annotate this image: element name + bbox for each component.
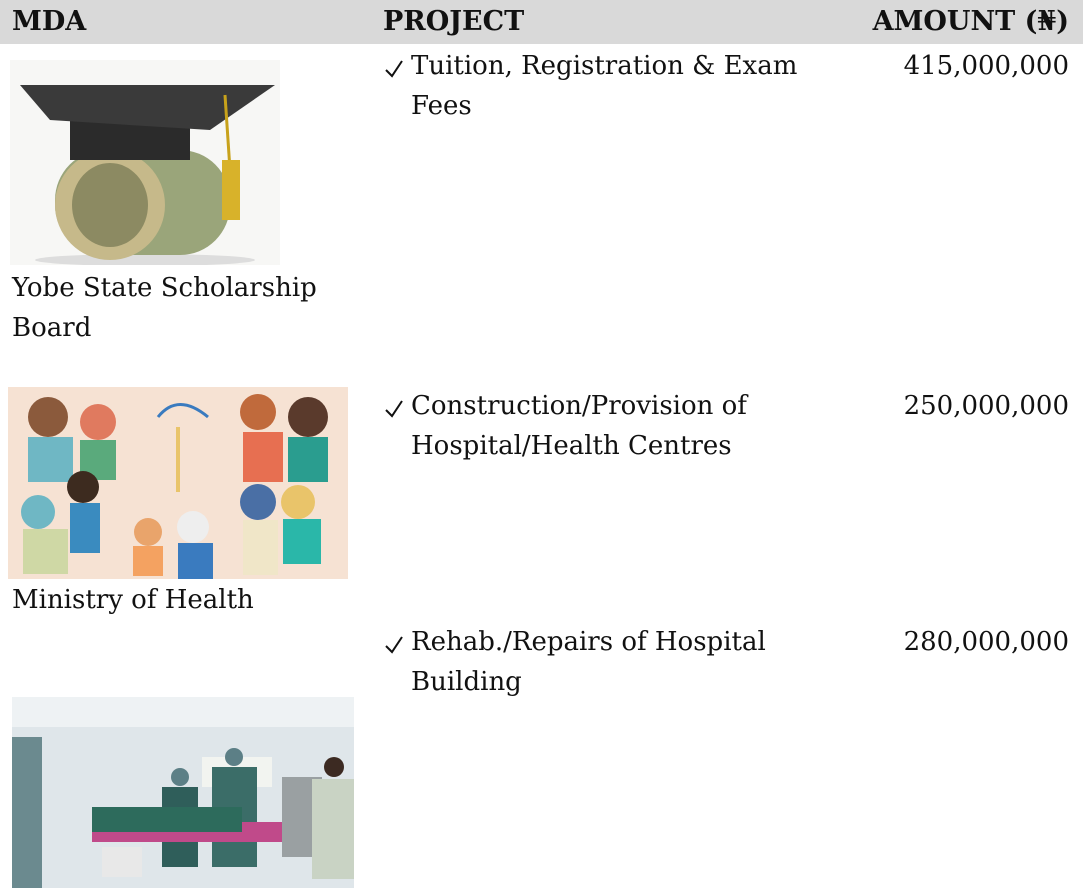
healthcare-image	[8, 387, 348, 579]
mda-name: Ministry of Health	[12, 585, 254, 615]
amount: 415,000,000	[903, 51, 1069, 81]
amount: 250,000,000	[903, 391, 1069, 421]
scholarship-image	[10, 60, 280, 265]
check-bullet	[385, 400, 403, 418]
project-name: Rehab./Repairs of Hospital Building	[411, 627, 766, 697]
table-header: MDA PROJECT AMOUNT (₦)	[0, 0, 1083, 44]
check-bullet	[385, 60, 403, 78]
check-bullet	[385, 636, 403, 654]
mda-name: Yobe State Scholarship Board	[12, 273, 317, 343]
project-heading: PROJECT	[383, 6, 525, 37]
amount: 280,000,000	[903, 627, 1069, 657]
amount-heading: AMOUNT (₦)	[872, 6, 1069, 37]
operating-room-image	[12, 697, 354, 888]
project-name: Construction/Provision of Hospital/Healt…	[411, 391, 747, 461]
project-name: Tuition, Registration & Exam Fees	[411, 51, 798, 121]
mda-heading: MDA	[12, 6, 87, 37]
